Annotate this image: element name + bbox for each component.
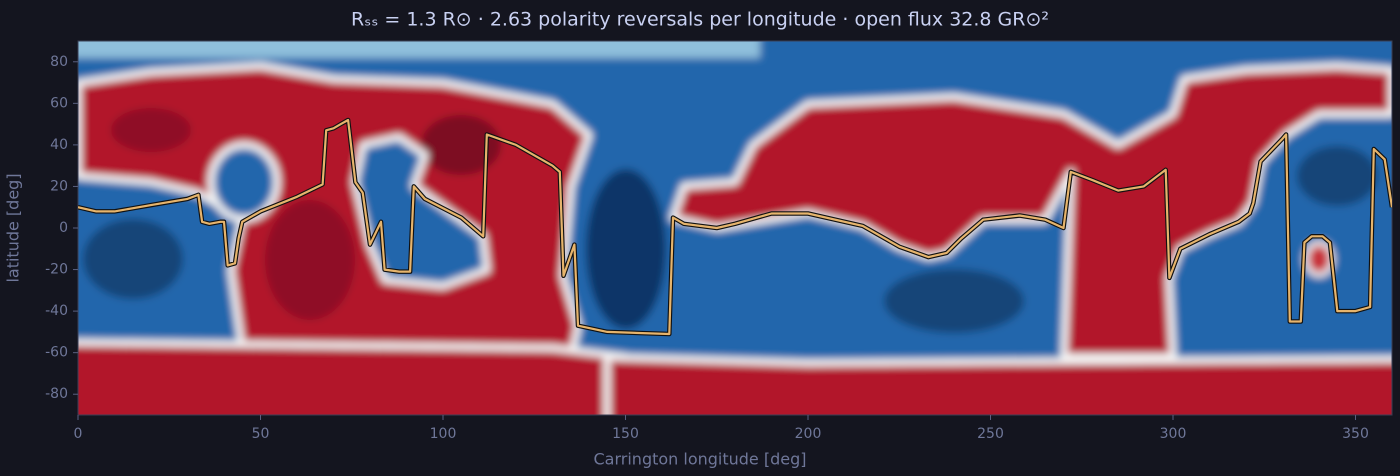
field-polar [78,41,760,58]
field-map-shading [78,41,1392,415]
x-tick-label: 200 [795,426,822,442]
y-tick-label: -60 [45,345,68,361]
y-tick-label: -40 [45,303,68,319]
x-tick-label: 0 [74,426,83,442]
field-core [586,169,666,329]
y-tick-label: 40 [50,137,68,153]
x-tick-label: 300 [1160,426,1187,442]
y-tick-label: 80 [50,54,68,70]
y-tick-label: 60 [50,95,68,111]
x-tick-label: 350 [1342,426,1369,442]
line [78,118,1392,336]
y-tick-label: 20 [50,178,68,194]
field-positive [1303,240,1335,278]
field-negative-patch [207,133,491,290]
chart-title: Rₛₛ = 1.3 R⊙ · 2.63 polarity reversals p… [351,9,1049,31]
field-core [884,269,1024,333]
y-axis-label: latitude [deg] [4,173,23,282]
field-core [265,200,355,320]
field-core [83,219,183,299]
x-tick-label: 250 [977,426,1004,442]
field-core [421,115,501,175]
y-tick-label: -80 [45,386,68,402]
x-axis-label: Carrington longitude [deg] [594,450,807,469]
y-tick-label: -20 [45,262,68,278]
field-core [111,108,191,152]
field-map [78,41,1392,415]
x-tick-label: 100 [430,426,457,442]
x-tick-label: 50 [252,426,270,442]
field-core [1297,146,1377,206]
y-tick-label: 0 [59,220,68,236]
x-tick-label: 150 [612,426,639,442]
